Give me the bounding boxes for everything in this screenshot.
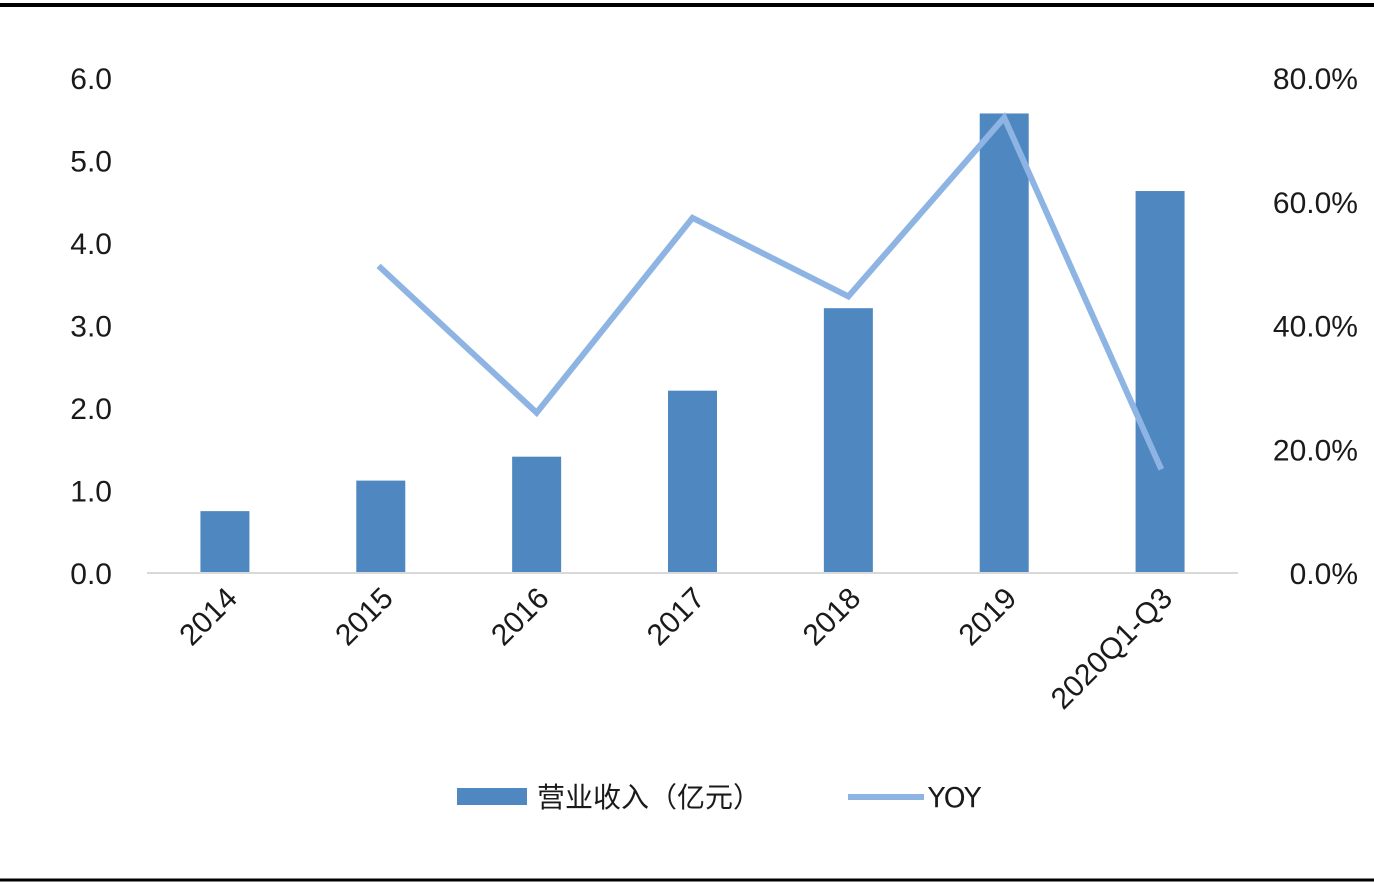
legend-bar-label: 营业收入（亿元） <box>537 781 761 814</box>
left-tick-label: 6.0 <box>70 63 112 96</box>
bar <box>356 480 406 573</box>
legend-bar-swatch <box>457 788 527 805</box>
left-tick-label: 5.0 <box>70 146 112 179</box>
left-tick-label: 4.0 <box>70 228 112 261</box>
right-tick-label: 40.0% <box>1273 311 1358 344</box>
bar <box>668 390 717 573</box>
bar-series <box>200 113 1185 573</box>
left-y-axis: 0.0 1.0 2.0 3.0 4.0 5.0 6.0 <box>70 63 112 591</box>
bar <box>979 113 1029 573</box>
left-tick-label: 2.0 <box>70 393 112 426</box>
right-y-axis: 0.0% 20.0% 40.0% 60.0% 80.0% <box>1273 63 1358 591</box>
yoy-line <box>376 112 1165 471</box>
category-label: 2014 <box>173 582 244 653</box>
x-axis: 2014 2015 2016 2017 2018 2019 2020Q1-Q3 <box>173 582 1179 716</box>
bar <box>200 511 250 573</box>
category-label: 2018 <box>797 582 868 653</box>
right-tick-label: 0.0% <box>1290 558 1358 591</box>
right-tick-label: 60.0% <box>1273 187 1358 220</box>
right-tick-label: 80.0% <box>1273 63 1358 96</box>
right-tick-label: 20.0% <box>1273 434 1358 467</box>
bar <box>1135 191 1185 573</box>
legend: 营业收入（亿元） YOY <box>457 781 982 814</box>
left-tick-label: 1.0 <box>70 476 112 509</box>
category-label: 2015 <box>329 582 400 653</box>
legend-line-label: YOY <box>927 781 982 814</box>
bar <box>512 456 562 573</box>
bar <box>823 308 873 573</box>
category-label: 2019 <box>953 582 1024 653</box>
category-label: 2017 <box>641 582 712 653</box>
category-label: 2020Q1-Q3 <box>1045 582 1179 716</box>
left-tick-label: 0.0 <box>70 558 112 591</box>
category-label: 2016 <box>485 582 556 653</box>
left-tick-label: 3.0 <box>70 311 112 344</box>
